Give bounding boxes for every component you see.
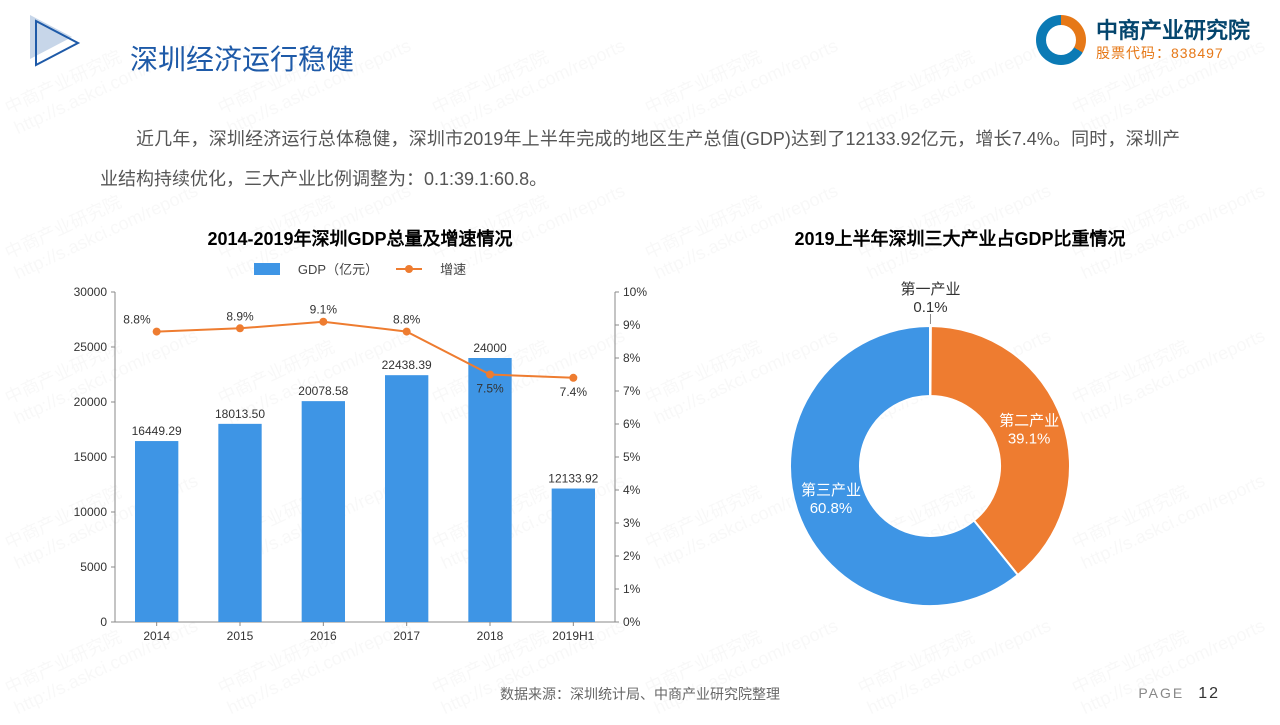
svg-text:5%: 5%: [623, 450, 641, 464]
svg-text:0.1%: 0.1%: [913, 299, 947, 316]
svg-text:15000: 15000: [74, 450, 108, 464]
svg-text:第一产业: 第一产业: [900, 280, 960, 298]
donut-chart-title: 2019上半年深圳三大产业占GDP比重情况: [700, 225, 1220, 251]
svg-text:8.9%: 8.9%: [226, 309, 254, 323]
donut-chart-svg: 第一产业0.1% 第二产业39.1% 第三产业60.8%: [700, 251, 1220, 651]
svg-text:2019H1: 2019H1: [552, 629, 594, 643]
svg-text:8%: 8%: [623, 351, 641, 365]
logo-sub: 股票代码：838497: [1096, 45, 1250, 62]
svg-text:8.8%: 8.8%: [393, 313, 421, 327]
svg-text:10%: 10%: [623, 285, 647, 299]
svg-text:12133.92: 12133.92: [548, 472, 598, 486]
svg-text:6%: 6%: [623, 417, 641, 431]
svg-text:0: 0: [100, 615, 107, 629]
bar-chart-svg: 0 5000 10000 15000 20000 25000 30000 0% 1% 2% 3% 4%…: [60, 282, 660, 652]
svg-text:2014: 2014: [143, 629, 170, 643]
page-number: PAGE12: [1138, 685, 1220, 703]
org-logo: 中商产业研究院 股票代码：838497: [1036, 15, 1250, 65]
svg-text:20000: 20000: [74, 395, 108, 409]
legend-swatch-bar: [254, 263, 280, 275]
svg-text:7%: 7%: [623, 384, 641, 398]
svg-text:8.8%: 8.8%: [123, 313, 151, 327]
svg-text:第二产业: 第二产业: [999, 411, 1059, 429]
footer: 数据来源：深圳统计局、中商产业研究院整理 PAGE12: [0, 685, 1280, 703]
svg-text:9.1%: 9.1%: [310, 303, 338, 317]
triangle-play-icon: [30, 15, 90, 75]
svg-text:2015: 2015: [227, 629, 254, 643]
svg-text:20078.58: 20078.58: [298, 384, 348, 398]
svg-text:3%: 3%: [623, 516, 641, 530]
bar-chart-title: 2014-2019年深圳GDP总量及增速情况: [60, 225, 660, 251]
footer-source: 数据来源：深圳统计局、中商产业研究院整理: [500, 684, 780, 704]
svg-text:2018: 2018: [477, 629, 504, 643]
svg-text:7.5%: 7.5%: [476, 382, 504, 396]
svg-text:24000: 24000: [473, 341, 507, 355]
svg-text:2017: 2017: [393, 629, 420, 643]
svg-text:9%: 9%: [623, 318, 641, 332]
legend-label-bar: GDP（亿元）: [298, 259, 378, 278]
svg-text:1%: 1%: [623, 582, 641, 596]
donut-chart: 2019上半年深圳三大产业占GDP比重情况 第一产业0.1%第二产业39.1%第…: [700, 225, 1220, 656]
svg-text:25000: 25000: [74, 340, 108, 354]
svg-text:16449.29: 16449.29: [132, 424, 182, 438]
svg-text:22438.39: 22438.39: [382, 358, 432, 372]
svg-text:18013.50: 18013.50: [215, 407, 265, 421]
svg-text:39.1%: 39.1%: [1008, 430, 1051, 447]
svg-text:第三产业: 第三产业: [801, 481, 861, 499]
bar-line-chart: 2014-2019年深圳GDP总量及增速情况 GDP（亿元） 增速 0 5000 1…: [60, 225, 660, 657]
legend-swatch-line: [396, 268, 422, 270]
svg-text:30000: 30000: [74, 285, 108, 299]
logo-icon: [1036, 15, 1086, 65]
logo-name: 中商产业研究院: [1096, 18, 1250, 44]
bar-chart-legend: GDP（亿元） 增速: [60, 259, 660, 278]
svg-text:60.8%: 60.8%: [810, 500, 853, 517]
svg-text:2%: 2%: [623, 549, 641, 563]
svg-text:0%: 0%: [623, 615, 641, 629]
body-paragraph: 近几年，深圳经济运行总体稳健，深圳市2019年上半年完成的地区生产总值(GDP)…: [100, 120, 1180, 199]
page-title: 深圳经济运行稳健: [130, 38, 354, 78]
legend-label-line: 增速: [440, 259, 466, 278]
svg-text:10000: 10000: [74, 505, 108, 519]
svg-text:2016: 2016: [310, 629, 337, 643]
svg-text:5000: 5000: [80, 560, 107, 574]
svg-text:4%: 4%: [623, 483, 641, 497]
svg-text:7.4%: 7.4%: [560, 385, 588, 399]
